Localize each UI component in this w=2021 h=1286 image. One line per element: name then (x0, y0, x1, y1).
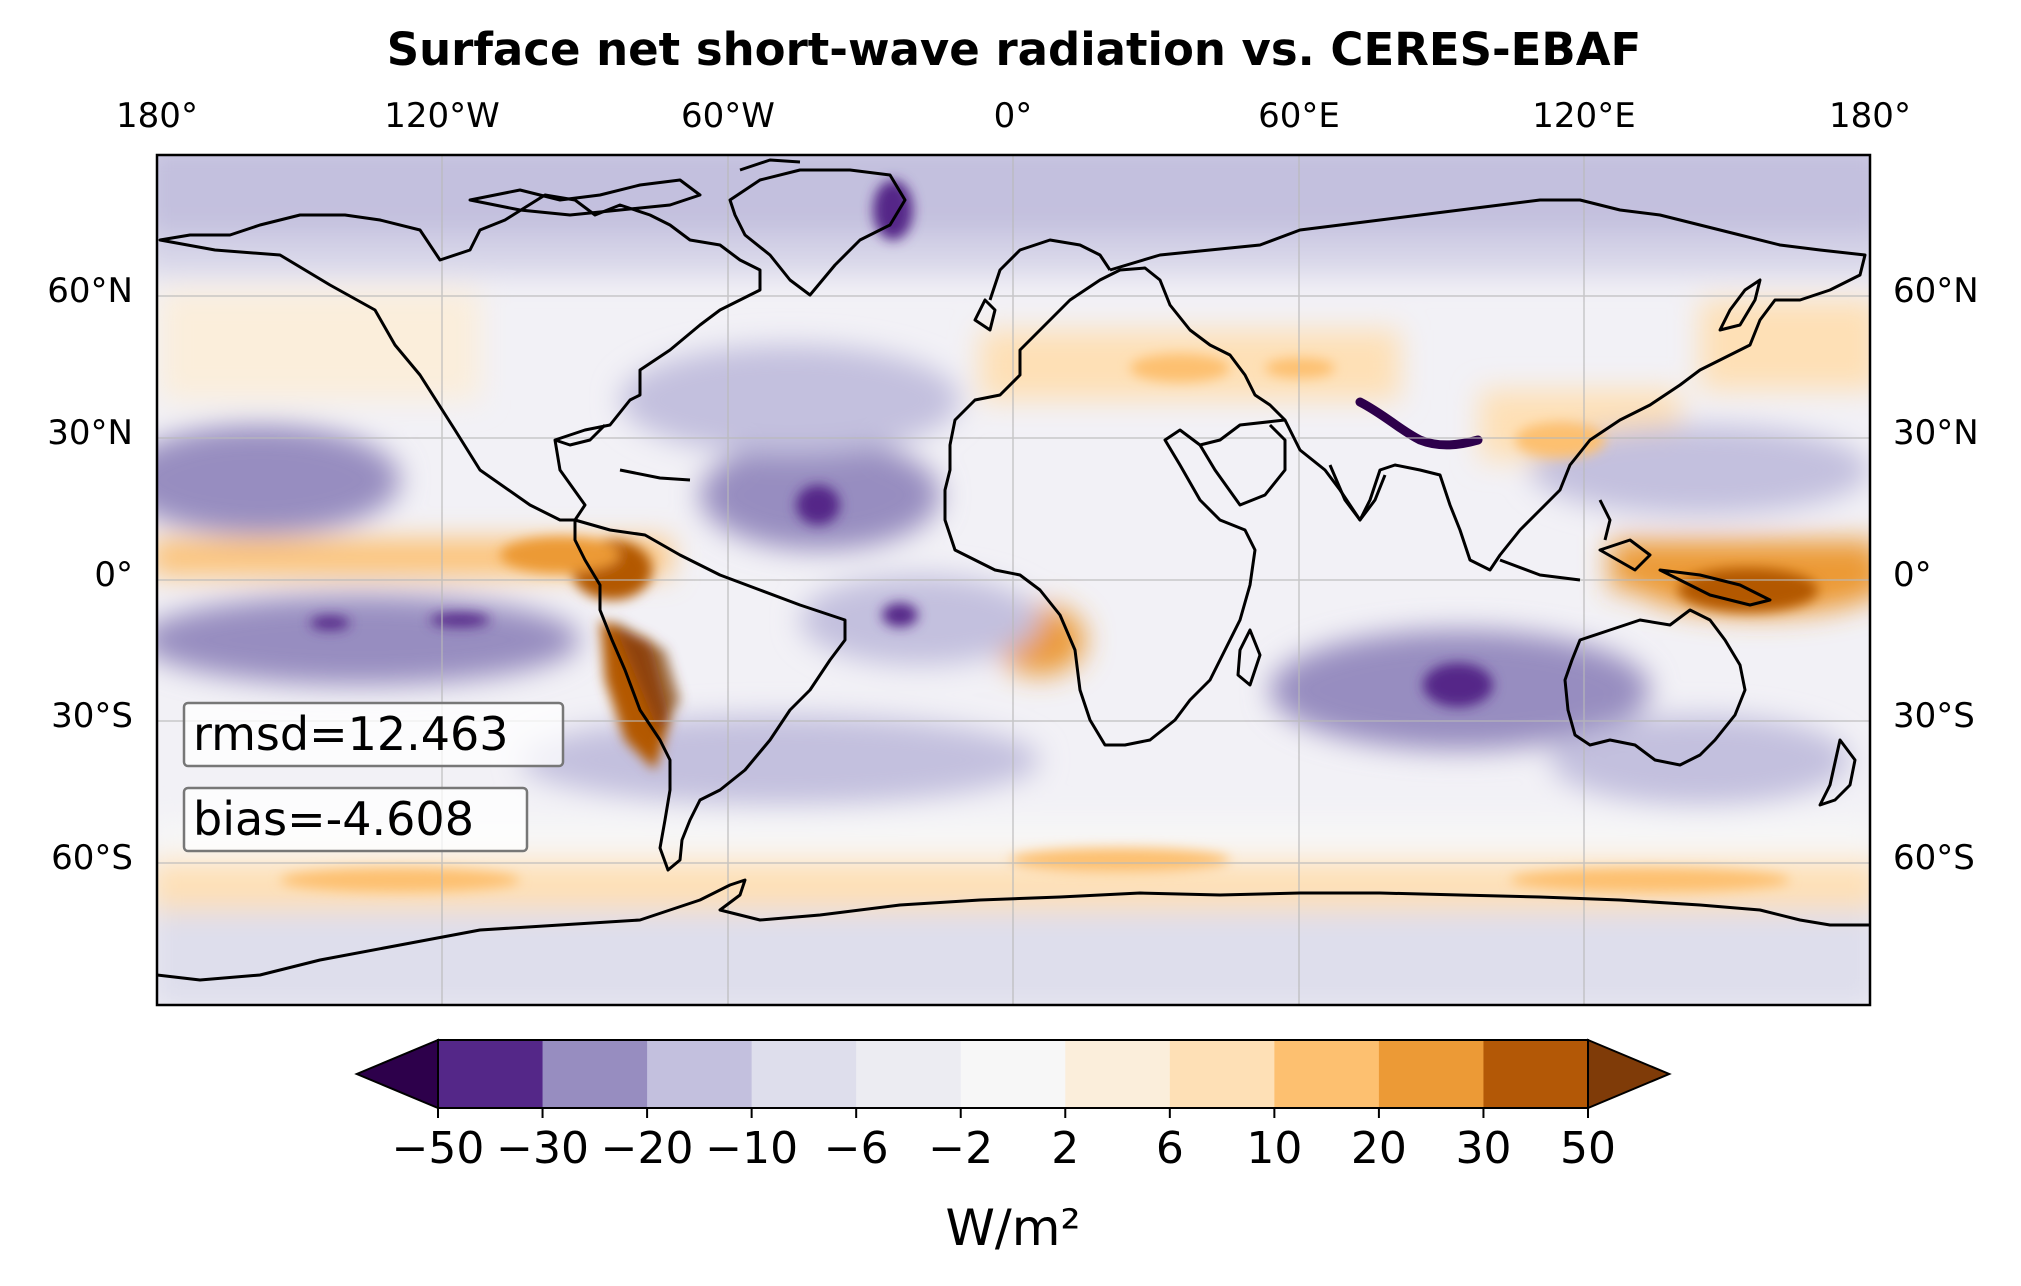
lat-label: 30°N (1893, 413, 1979, 453)
lon-label: 180° (1829, 96, 1911, 136)
colorbar-cell (647, 1040, 753, 1108)
bias-box: bias=-4.608 (182, 786, 529, 853)
lon-label: 60°E (1258, 96, 1340, 136)
colorbar-tick-label: −6 (824, 1123, 889, 1174)
lat-label: 30°S (51, 696, 133, 736)
colorbar-tick-label: 10 (1246, 1123, 1302, 1174)
colorbar-tick-label: −30 (496, 1123, 589, 1174)
colorbar-cell (1169, 1040, 1275, 1108)
tibet-feature (1355, 397, 1483, 450)
bias-text: bias=-4.608 (193, 792, 474, 846)
rmsd-text: rmsd=12.463 (193, 707, 509, 761)
colorbar-tick-label: −50 (392, 1123, 485, 1174)
colorbar-extend-low (354, 1038, 439, 1110)
colorbar-tick-label: 30 (1455, 1123, 1511, 1174)
lat-label: 30°N (47, 413, 133, 453)
lat-label: 60°N (1893, 271, 1979, 311)
latitude-labels-left: 60°N 30°N 0° 30°S 60°S (47, 271, 133, 878)
colorbar-frame (437, 1039, 1589, 1109)
colorbar-cell (438, 1040, 544, 1108)
lon-label: 120°E (1532, 96, 1635, 136)
colorbar-tick-label: −20 (601, 1123, 694, 1174)
lon-label: 60°W (681, 96, 775, 136)
lat-label: 0° (94, 555, 133, 595)
map-frame (155, 153, 1872, 1007)
lat-label: 60°N (47, 271, 133, 311)
colorbar-cell (960, 1040, 1066, 1108)
lat-label: 60°S (1893, 838, 1975, 878)
colorbar-cells (354, 1038, 1672, 1110)
map-title: Surface net short-wave radiation vs. CER… (387, 23, 1642, 76)
colorbar-tick-label: 2 (1051, 1123, 1079, 1174)
colorbar-cell (1274, 1040, 1380, 1108)
colorbar-label: W/m² (945, 1199, 1080, 1257)
colorbar-cell (856, 1040, 962, 1108)
gridlines (157, 155, 1870, 1005)
lat-label: 60°S (51, 838, 133, 878)
lon-label: 0° (994, 96, 1033, 136)
colorbar-tick-label: 50 (1560, 1123, 1616, 1174)
lon-label: 120°W (384, 96, 500, 136)
colorbar-tick-label: 6 (1156, 1123, 1184, 1174)
coastlines (157, 158, 1870, 982)
longitude-labels: 180° 120°W 60°W 0° 60°E 120°E 180° (116, 96, 1911, 136)
colorbar-ticks: −50 −30 −20 −10 −6 −2 2 6 10 20 30 50 (392, 1108, 1616, 1174)
lat-label: 0° (1893, 555, 1932, 595)
colorbar-cell (1378, 1040, 1484, 1108)
latitude-labels-right: 60°N 30°N 0° 30°S 60°S (1893, 271, 1979, 878)
rmsd-box: rmsd=12.463 (182, 701, 565, 768)
lon-label: 180° (116, 96, 198, 136)
colorbar: −50 −30 −20 −10 −6 −2 2 6 10 20 30 50 W/m² (354, 1038, 1672, 1257)
map-panel (157, 155, 1870, 1005)
colorbar-tick-label: −2 (928, 1123, 993, 1174)
colorbar-cell (751, 1040, 857, 1108)
colorbar-tick-label: 20 (1351, 1123, 1407, 1174)
lat-label: 30°S (1893, 696, 1975, 736)
colorbar-cell (1483, 1040, 1589, 1108)
colorbar-extend-high (1587, 1038, 1672, 1110)
colorbar-tick-label: −10 (705, 1123, 798, 1174)
colorbar-cell (1065, 1040, 1171, 1108)
colorbar-cell (542, 1040, 648, 1108)
